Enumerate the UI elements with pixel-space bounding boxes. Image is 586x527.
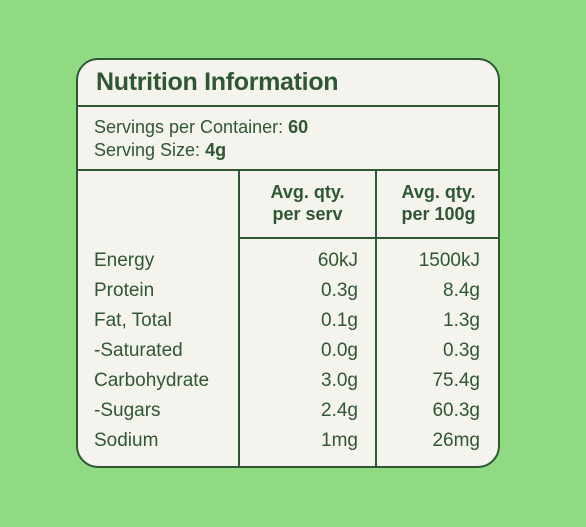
table-rows: Energy 60kJ 1500kJ Protein 0.3g 8.4g Fat… <box>78 246 498 456</box>
nutrient-name: -Saturated <box>94 340 183 361</box>
value-per-serv: 2.4g <box>321 400 358 421</box>
value-per-100g: 60.3g <box>432 400 480 421</box>
value-per-serv: 0.1g <box>321 310 358 331</box>
value-per-100g: 1500kJ <box>418 250 480 271</box>
nutrient-name: Carbohydrate <box>94 370 210 391</box>
value-per-serv: 0.3g <box>321 280 358 301</box>
serving-info: Servings per Container: 60 Serving Size:… <box>78 107 498 171</box>
nutrient-name: Energy <box>94 250 155 271</box>
value-per-100g: 0.3g <box>443 340 480 361</box>
servings-value: 60 <box>288 117 309 137</box>
panel-title: Nutrition Information <box>96 68 339 96</box>
serving-size: Serving Size: 4g <box>94 139 498 162</box>
header-line: Avg. qty. <box>270 182 345 202</box>
column-header-per-serv: Avg. qty. per serv <box>240 181 375 225</box>
table-row: Protein 0.3g 8.4g <box>78 276 498 306</box>
nutrient-name: -Sugars <box>94 400 161 421</box>
value-per-serv: 60kJ <box>317 250 358 271</box>
header-divider <box>238 237 498 239</box>
value-per-serv: 1mg <box>321 430 358 451</box>
value-per-100g: 75.4g <box>432 370 480 391</box>
table-row: -Sugars 2.4g 60.3g <box>78 396 498 426</box>
value-per-100g: 1.3g <box>443 310 480 331</box>
table-row: Carbohydrate 3.0g 75.4g <box>78 366 498 396</box>
nutrition-table: Avg. qty. per serv Avg. qty. per 100g En… <box>78 171 498 466</box>
servings-label: Servings per Container: <box>94 117 284 137</box>
nutrient-name: Fat, Total <box>94 310 172 331</box>
table-row: Fat, Total 0.1g 1.3g <box>78 306 498 336</box>
nutrient-name: Protein <box>94 280 155 301</box>
header-line: Avg. qty. <box>401 182 476 202</box>
header-line: per serv <box>272 204 343 224</box>
column-divider <box>375 171 377 466</box>
value-per-serv: 0.0g <box>321 340 358 361</box>
value-per-serv: 3.0g <box>321 370 358 391</box>
table-row: Sodium 1mg 26mg <box>78 426 498 456</box>
serving-size-label: Serving Size: <box>94 140 201 160</box>
header-line: per 100g <box>401 204 476 224</box>
table-row: -Saturated 0.0g 0.3g <box>78 336 498 366</box>
column-divider <box>238 171 240 466</box>
value-per-100g: 26mg <box>432 430 480 451</box>
nutrient-name: Sodium <box>94 430 159 451</box>
nutrition-panel: Nutrition Information Servings per Conta… <box>76 58 500 468</box>
column-header-per-100g: Avg. qty. per 100g <box>377 181 498 225</box>
value-per-100g: 8.4g <box>443 280 480 301</box>
title-row: Nutrition Information <box>78 60 498 107</box>
servings-per-container: Servings per Container: 60 <box>94 116 498 139</box>
table-row: Energy 60kJ 1500kJ <box>78 246 498 276</box>
serving-size-value: 4g <box>205 140 227 160</box>
